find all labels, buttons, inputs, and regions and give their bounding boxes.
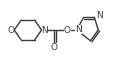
Text: O: O	[51, 43, 58, 52]
Text: O: O	[7, 25, 14, 35]
Text: N: N	[75, 25, 82, 34]
Text: O: O	[64, 25, 71, 35]
Text: N: N	[42, 25, 48, 35]
Text: N: N	[96, 11, 103, 20]
